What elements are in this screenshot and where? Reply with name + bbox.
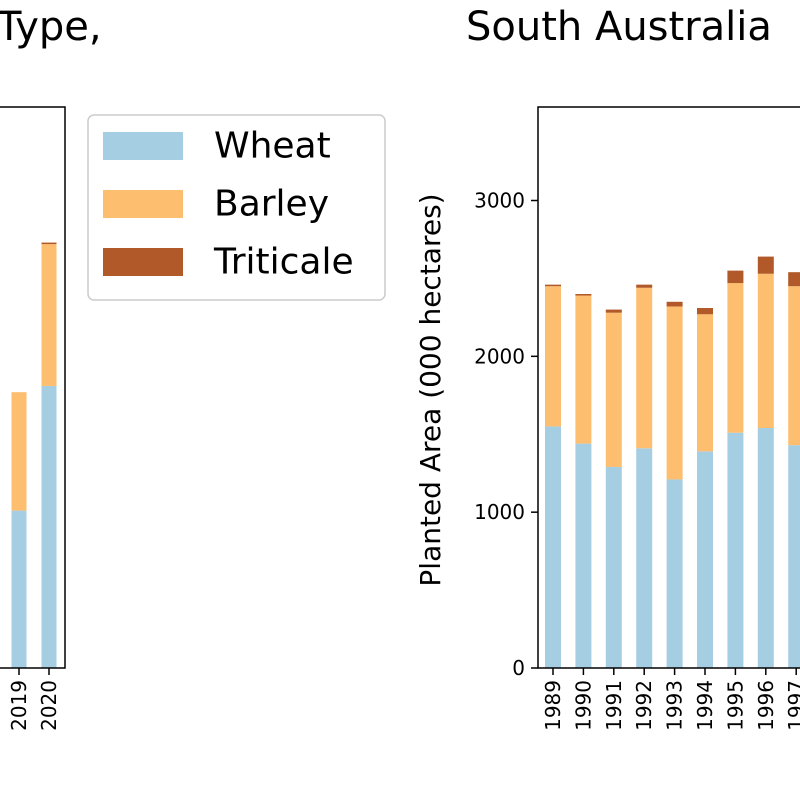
right-plot-frame: [537, 106, 800, 669]
right-bar-barley-1993: [666, 306, 683, 480]
right-bar-triticale-1993: [666, 301, 683, 307]
right-x-tick-label-1991: 1991: [602, 680, 626, 731]
right-bar-wheat-1995: [727, 432, 744, 668]
right-x-ticks: 1989 1990 1991 1992 1993 1994 1995 1996 1997: [541, 668, 800, 731]
legend-label-wheat: Wheat: [214, 126, 331, 167]
left-x-tick-label-2019: 2019: [7, 680, 31, 731]
right-x-tick-label-1992: 1992: [632, 680, 656, 731]
right-bars: [545, 256, 800, 668]
right-x-tick-label-1989: 1989: [541, 680, 565, 731]
right-bar-barley-1992: [636, 287, 653, 449]
left-bar-wheat-2019: [11, 510, 27, 668]
right-chart-panel: South Australia Planted Area (000 hectar…: [414, 4, 800, 731]
right-bar-wheat-1992: [636, 448, 653, 668]
left-plot-frame: [0, 106, 66, 669]
right-bar-wheat-1991: [605, 466, 622, 668]
right-bar-triticale-1997: [788, 272, 800, 287]
right-bar-triticale-1994: [697, 308, 713, 315]
right-bar-barley-1989: [545, 286, 561, 427]
left-x-ticks: 2019 2020: [7, 668, 61, 731]
right-chart-title: South Australia: [466, 4, 772, 50]
right-x-tick-label-1995: 1995: [723, 680, 747, 731]
left-bar-wheat-2020: [41, 385, 57, 668]
right-bar-triticale-1995: [727, 270, 744, 284]
legend-label-barley: Barley: [214, 184, 329, 225]
right-bar-wheat-1996: [757, 428, 774, 668]
left-bar-barley-2019: [11, 392, 27, 511]
left-chart-title: Type,: [0, 4, 102, 50]
right-bar-wheat-1997: [788, 445, 800, 668]
right-bar-wheat-1993: [666, 479, 683, 668]
right-y-tick-label-0: 0: [512, 656, 525, 680]
right-x-tick-label-1997: 1997: [784, 680, 800, 731]
legend-label-triticale: Triticale: [213, 242, 354, 283]
left-bars: [11, 242, 57, 668]
legend-swatch-triticale: [103, 248, 183, 276]
right-bar-triticale-1989: [545, 284, 561, 287]
right-bar-barley-1996: [757, 273, 774, 429]
right-bar-triticale-1992: [636, 284, 653, 288]
left-bar-barley-2020: [41, 244, 57, 386]
legend-swatch-wheat: [103, 132, 183, 160]
right-x-tick-label-1993: 1993: [663, 680, 687, 731]
left-x-tick-label-2020: 2020: [37, 680, 61, 731]
right-bar-barley-1990: [575, 295, 592, 444]
legend-swatch-barley: [103, 190, 183, 218]
right-bar-barley-1994: [697, 314, 713, 452]
right-x-tick-label-1994: 1994: [693, 680, 717, 731]
left-chart-panel: Type, 2019 2020: [0, 4, 102, 731]
right-bar-wheat-1994: [697, 451, 713, 668]
right-bar-barley-1991: [605, 312, 622, 467]
legend: Wheat Barley Triticale: [87, 114, 386, 301]
right-y-tick-label-2000: 2000: [474, 344, 525, 368]
right-bar-wheat-1989: [545, 426, 561, 668]
left-bar-triticale-2020: [41, 242, 57, 245]
right-y-axis-label: Planted Area (000 hectares): [414, 193, 447, 586]
right-bar-wheat-1990: [575, 443, 592, 668]
right-y-tick-label-3000: 3000: [474, 189, 525, 213]
right-bar-triticale-1991: [605, 309, 622, 313]
right-bar-barley-1997: [788, 286, 800, 446]
right-bar-triticale-1996: [757, 256, 774, 274]
right-bar-triticale-1990: [575, 294, 592, 296]
right-x-tick-label-1990: 1990: [571, 680, 595, 731]
right-bar-barley-1995: [727, 283, 744, 433]
right-y-tick-label-1000: 1000: [474, 500, 525, 524]
right-y-ticks: 0 1000 2000 3000: [474, 189, 538, 680]
right-x-tick-label-1996: 1996: [754, 680, 778, 731]
